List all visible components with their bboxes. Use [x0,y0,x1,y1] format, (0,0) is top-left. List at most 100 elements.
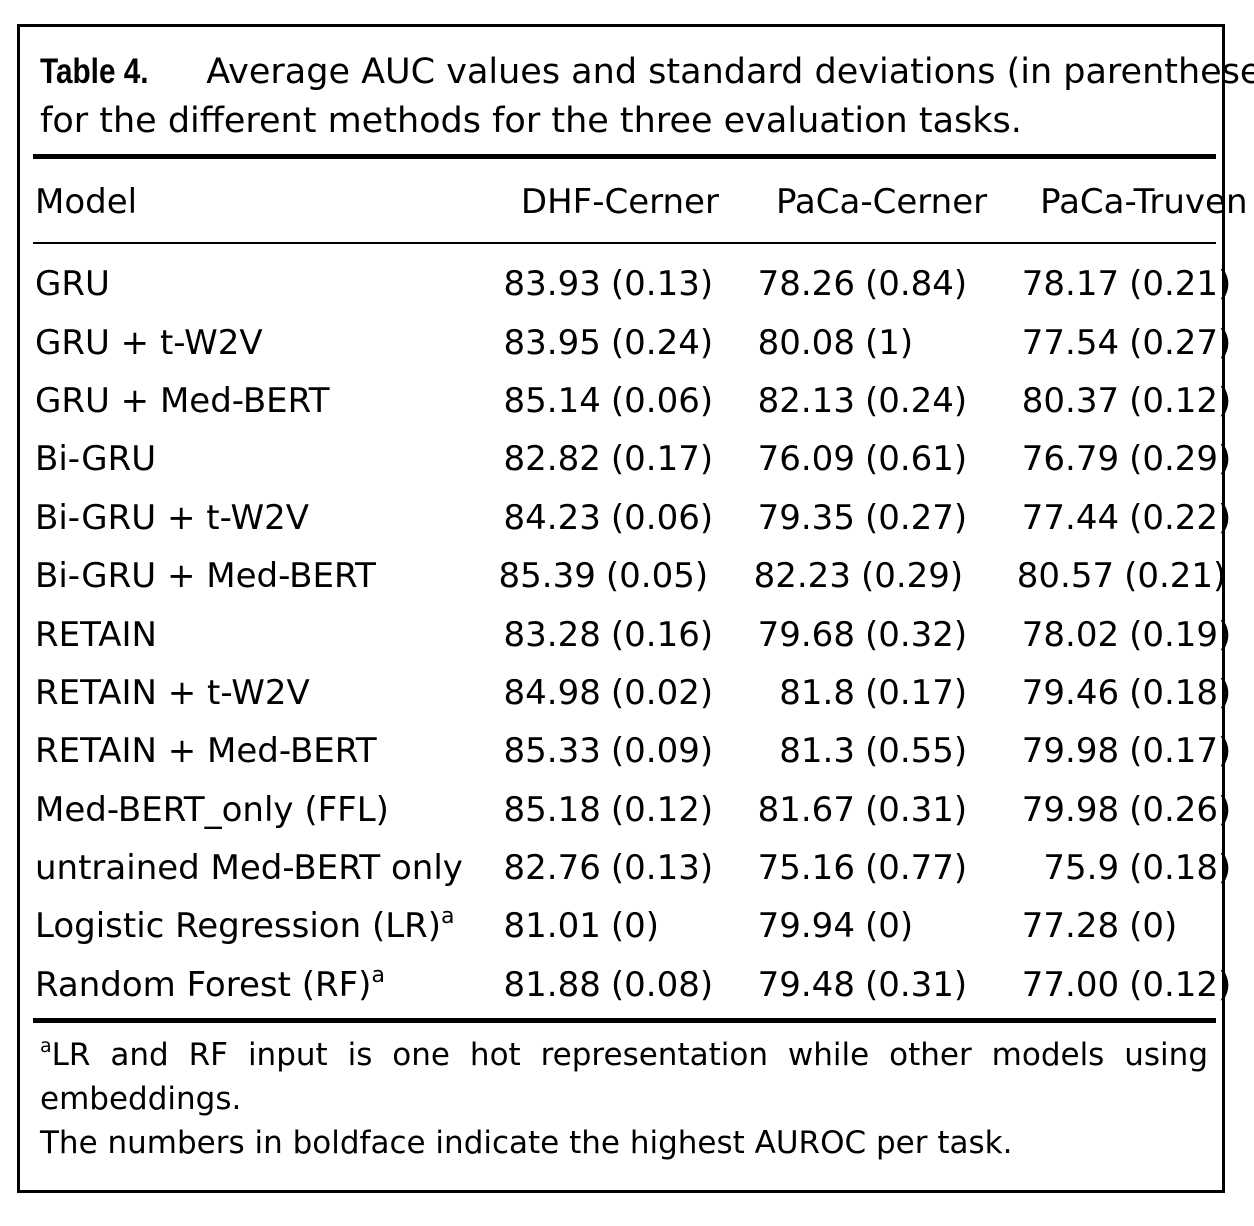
auc-mean: 82.23 [753,556,851,597]
auc-mean: 85.14 [503,380,601,421]
auc-mean: 78.17 [1021,264,1120,305]
auc-cell: 77.54 (0.27) [987,313,1247,371]
auc-mean: 77.28 [1021,906,1120,947]
header-dhf-cerner: DHF-Cerner [520,181,719,222]
auc-std: (0.17) [610,439,714,480]
auc-cell: 79.98 (0.26) [987,781,1247,839]
auc-mean: 80.37 [1021,380,1120,421]
footnote-line-2: embeddings. [40,1081,242,1117]
footnote-marker: a [40,1035,52,1057]
auc-mean: 82.82 [503,439,601,480]
model-name: untrained Med-BERT only [35,848,463,889]
table-row: Random Forest (RF)a 81.88 (0.08) 79.48 (0.31… [33,956,1248,1014]
auc-cell: 77.28 (0) [987,897,1247,955]
top-rule [33,154,1216,159]
auc-cell: 83.95 (0.24) [463,313,719,371]
table-row: Bi-GRU + Med-BERT 85.39 (0.05) 82.23 (0.29) 8… [33,547,1248,605]
model-name-cell: Med-BERT_only (FFL) [33,781,463,839]
auc-mean: 79.68 [757,614,855,655]
auc-std: (0.27) [864,497,968,538]
auc-cell: 85.39 (0.05) [463,547,719,605]
auc-std: (0.09) [610,731,714,772]
auc-cell: 80.57 (0.21) [987,547,1247,605]
auc-cell: 79.48 (0.31) [719,956,987,1014]
auc-mean: 81.3 [779,731,855,772]
auc-std: (0.16) [610,614,714,655]
table-row: GRU + Med-BERT 85.14 (0.06) 82.13 (0.24) 80.3… [33,372,1248,430]
auc-cell: 75.9 (0.18) [987,839,1247,897]
model-name-cell: Bi-GRU + Med-BERT [33,547,463,605]
table-row: RETAIN 83.28 (0.16) 79.68 (0.32) 78.02 (0.19) [33,605,1248,663]
model-name: GRU + t-W2V [35,322,263,363]
auc-std: (1) [864,322,914,363]
model-name-cell: untrained Med-BERT only [33,839,463,897]
auc-std: (0.31) [864,964,968,1005]
auc-mean: 80.08 [757,322,855,363]
table-row: Logistic Regression (LR)a 81.01 (0) 79.94 (0… [33,897,1248,955]
auc-std: (0) [610,906,660,947]
model-name: RETAIN + t-W2V [35,672,310,713]
model-name: Bi-GRU [35,439,157,480]
auc-std: (0.13) [610,848,714,889]
auc-cell: 78.17 (0.21) [987,255,1247,313]
auc-cell: 84.98 (0.02) [463,664,719,722]
header-rule [33,242,1216,244]
auc-std: (0.12) [610,789,714,830]
auc-std: (0.55) [864,731,968,772]
auc-cell: 82.76 (0.13) [463,839,719,897]
table-row: untrained Med-BERT only 82.76 (0.13) 75.16(… [33,839,1248,897]
model-name-cell: RETAIN [33,605,463,663]
footnote-line-1: aLR and RF input is one hot representati… [40,1033,1208,1077]
auc-mean: 85.33 [503,731,601,772]
auc-std: (0.22) [1129,497,1232,538]
auc-mean: 79.94 [757,906,855,947]
auc-std: (0.84) [864,264,968,305]
header-paca-truven: PaCa-Truven [1040,181,1248,222]
auc-mean: 75.16 [757,848,855,889]
table-row: RETAIN + Med-BERT 85.33 (0.09) 81.3 (0.55) 79… [33,722,1248,780]
auc-cell: 80.08 (1) [719,313,987,371]
table-frame: Table 4. Average AUC values and standard… [17,24,1254,1193]
auc-cell: 85.14 (0.06) [463,372,719,430]
auc-std: (0.02) [610,672,714,713]
header-model: Model [35,181,138,222]
footnote-marker: a [371,962,385,988]
auc-mean: 79.35 [757,497,855,538]
auc-std: (0.21) [1124,556,1227,597]
auc-mean: 83.93 [503,264,601,305]
auc-cell: 78.02 (0.19) [987,605,1247,663]
auc-cell: 81.3 (0.55) [719,722,987,780]
model-name: Random Forest (RF) [35,964,372,1005]
model-name: GRU + Med-BERT [35,380,330,421]
auc-mean: 82.76 [503,848,601,889]
auc-std: (0.06) [610,380,714,421]
auc-mean: 77.00 [1021,964,1120,1005]
caption-text-1: Average AUC values and standard deviatio… [206,52,1254,92]
auc-std: (0.12) [1129,380,1232,421]
auc-mean: 80.57 [1016,556,1115,597]
auc-cell: 82.82 (0.17) [463,430,719,488]
auc-mean: 85.39 [498,556,596,597]
table-caption: Table 4. Average AUC values and standard… [40,47,1254,146]
auc-mean: 79.48 [757,964,855,1005]
auc-mean: 77.44 [1021,497,1120,538]
auc-std: (0.18) [1129,672,1232,713]
auc-cell: 81.8 (0.17) [719,664,987,722]
auc-std: (0.06) [610,497,714,538]
model-name: Logistic Regression (LR) [35,906,442,947]
auc-cell: 78.26 (0.84) [719,255,987,313]
auc-mean: 79.98 [1021,731,1120,772]
auc-cell: 77.44 (0.22) [987,489,1247,547]
model-name-cell: RETAIN + Med-BERT [33,722,463,780]
model-name: Bi-GRU + t-W2V [35,497,309,538]
auc-mean: 75.9 [1043,848,1120,889]
auc-cell: 84.23 (0.06) [463,489,719,547]
auc-std: (0.17) [864,672,968,713]
auc-std: (0.77) [864,848,968,889]
auc-cell: 79.46 (0.18) [987,664,1247,722]
table-row: Bi-GRU + t-W2V 84.23 (0.06) 79.35 (0.27) 77.4… [33,489,1248,547]
auc-mean: 84.98 [503,672,601,713]
model-name-cell: GRU + t-W2V [33,313,463,371]
auc-mean: 85.18 [503,789,601,830]
auc-mean: 76.79 [1021,439,1120,480]
